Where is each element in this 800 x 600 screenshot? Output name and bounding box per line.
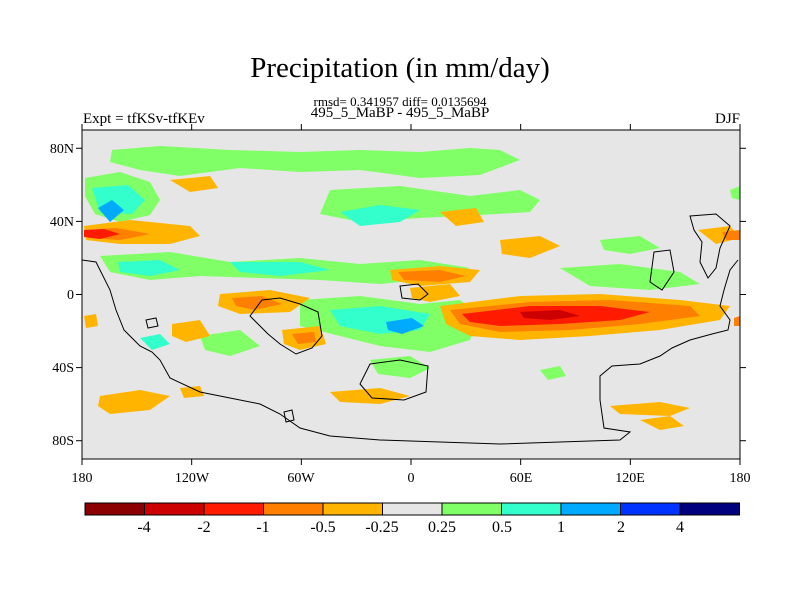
colorbar-label: -0.5 — [310, 519, 335, 536]
run-comparison-label: 495_5_MaBP - 495_5_MaBP — [310, 105, 490, 121]
colorbar-labels: -4 -2 -1 -0.5 -0.25 0.25 0.5 1 2 4 — [137, 519, 684, 536]
contour-region — [520, 310, 580, 320]
colorbar-box — [501, 502, 562, 516]
colorbar-box — [560, 502, 621, 516]
contour-region — [140, 334, 170, 350]
contour-region — [386, 318, 424, 334]
colorbar-label: 1 — [557, 519, 565, 536]
colorbar-label: 0.25 — [428, 519, 456, 536]
coastline — [399, 283, 429, 301]
colorbar-box — [620, 502, 681, 516]
y-tick-label: 40S — [52, 361, 74, 376]
stats-line: rmsd= 0.341957 diff= 0.0135694 — [313, 94, 487, 109]
contour-region — [610, 402, 690, 416]
coastline — [689, 213, 731, 279]
x-tick-label: 120W — [175, 471, 210, 486]
contour-region — [500, 236, 560, 258]
x-tick-label: 180 — [730, 471, 751, 486]
contour-region — [340, 205, 420, 226]
colorbar-label: -0.25 — [365, 519, 398, 536]
x-tick-label: 180 — [72, 471, 93, 486]
colorbar-box — [84, 502, 145, 516]
x-tick-label: 60W — [287, 471, 315, 486]
colorbar-box — [144, 502, 205, 516]
colorbar-box — [322, 502, 383, 516]
plot-title: Precipitation (in mm/day) — [250, 52, 550, 84]
contour-region — [110, 146, 520, 178]
colorbar-box — [263, 502, 324, 516]
colorbar-label: -1 — [256, 519, 269, 536]
contour-region — [292, 332, 316, 344]
colorbar-box — [679, 502, 740, 516]
contour-region — [734, 316, 740, 326]
map-panel: 180 120W 60W 0 60E 120E 180 80N 40N 0 40… — [50, 124, 751, 486]
colorbar-boxes — [84, 502, 740, 516]
colorbar-box — [382, 502, 443, 516]
contour-region — [118, 260, 180, 276]
contour-region — [200, 330, 260, 356]
colorbar: -4 -2 -1 -0.5 -0.25 0.25 0.5 1 2 4 — [84, 502, 740, 536]
contour-region — [170, 176, 218, 192]
colorbar-label: 4 — [676, 519, 684, 536]
x-tick-label: 0 — [408, 471, 415, 486]
coastline — [649, 249, 675, 291]
colorbar-label: 2 — [617, 519, 625, 536]
coastline — [249, 297, 323, 355]
coastline — [283, 409, 295, 423]
contour-region — [440, 208, 484, 226]
x-tick-label: 60E — [510, 471, 533, 486]
contour-region — [600, 236, 660, 254]
y-tick-label: 80N — [50, 142, 74, 157]
y-tick-label: 80S — [52, 434, 74, 449]
contour-region — [398, 270, 466, 282]
contour-region — [84, 314, 98, 328]
contour-region — [640, 416, 684, 430]
colorbar-box — [441, 502, 502, 516]
coastline-layer — [82, 213, 739, 445]
contour-region — [540, 366, 566, 380]
contour-region — [560, 264, 700, 290]
colorbar-box — [203, 502, 264, 516]
coastline — [359, 359, 429, 401]
contour-region — [730, 186, 740, 200]
x-tick-label: 120E — [615, 471, 645, 486]
experiment-label: Expt = tfKSv-tfKEv — [83, 111, 205, 127]
contour-region — [98, 200, 124, 222]
coastline — [82, 259, 739, 445]
season-label: DJF — [714, 111, 740, 127]
colorbar-label: -2 — [197, 519, 210, 536]
colorbar-label: -4 — [137, 519, 150, 536]
tick-marks — [76, 124, 746, 465]
x-axis-labels: 180 120W 60W 0 60E 120E 180 — [72, 471, 751, 486]
contour-region — [98, 390, 170, 414]
y-axis-labels: 80N 40N 0 40S 80S — [50, 142, 74, 449]
contour-region — [172, 320, 210, 342]
y-tick-label: 0 — [67, 288, 74, 303]
y-tick-label: 40N — [50, 215, 74, 230]
coastline — [145, 317, 159, 329]
contour-region — [180, 386, 204, 398]
contour-region — [230, 262, 330, 276]
colorbar-label: 0.5 — [492, 519, 512, 536]
contour-region — [84, 229, 120, 239]
